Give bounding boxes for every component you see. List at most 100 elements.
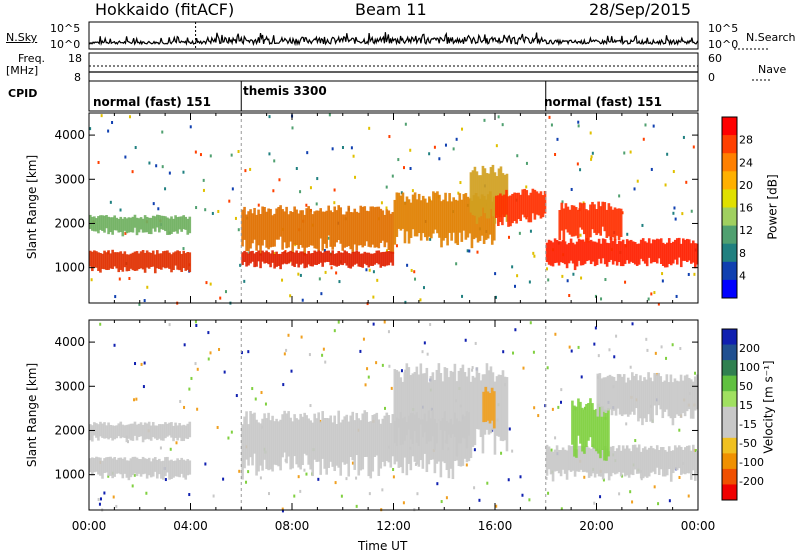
velocity-speckle [404,369,407,373]
power-band-cell [311,253,314,267]
power-speckle [590,157,593,161]
power-speckle [650,167,653,171]
velocity-band-cell [583,409,586,454]
power-band-cell [293,206,296,245]
power-speckle [107,129,110,133]
velocity-speckle [519,475,522,479]
power-band-cell [484,199,488,240]
velocity-band-cell [591,444,595,474]
velocity-speckle [196,367,199,371]
velocity-speckle [665,356,668,360]
velocity-band-cell [595,448,599,474]
power-speckle [228,199,231,203]
velocity-speckle [387,330,390,334]
velocity-speckle [532,350,535,354]
velocity-band-cell [593,447,597,478]
velocity-band-cell [269,420,272,470]
velocity-band-cell [345,414,349,464]
velocity-speckle [112,495,115,499]
power-band-cell [585,237,589,262]
velocity-band-cell [463,372,467,439]
power-colorbar-swatch [722,243,737,263]
velocity-speckle [550,448,553,452]
velocity-speckle [188,387,191,391]
power-speckle [202,188,205,192]
velocity-band-cell [467,367,471,436]
power-band-cell [611,209,615,238]
velocity-band-cell [575,406,578,458]
power-band-cell [93,250,96,268]
power-speckle [354,175,357,179]
velocity-band-cell [445,368,449,444]
velocity-band-cell [687,377,691,410]
power-band-cell [679,243,683,268]
velocity-speckle [264,402,267,406]
power-band-cell [121,253,125,272]
power-speckle [157,207,160,211]
power-band-cell [119,251,123,270]
velocity-colorbar-tick-label: 100 [739,361,760,374]
velocity-band-cell [417,374,421,447]
power-band-cell [160,215,163,230]
power-band-cell [605,242,609,267]
power-band-cell [564,203,568,230]
power-band-cell [595,209,598,236]
power-band-cell [95,251,98,268]
velocity-speckle [653,485,656,489]
power-band-cell [275,251,278,267]
power-band-cell [501,173,505,215]
power-speckle [590,155,593,159]
power-speckle [566,279,569,283]
velocity-band-cell [655,374,658,416]
power-band-cell [295,250,298,264]
power-band-cell [367,252,371,268]
power-speckle [554,152,557,156]
y-tick-label: 2000 [54,216,85,230]
velocity-band-cell [653,449,657,475]
power-band-cell [333,206,337,247]
velocity-band-cell [423,413,427,454]
velocity-speckle [440,500,443,504]
velocity-band-cell [616,373,620,409]
velocity-band-cell [609,446,613,477]
velocity-band-cell [439,373,443,431]
velocity-colorbar-swatch [722,344,737,361]
power-band-cell [607,203,611,237]
power-speckle [672,211,675,215]
power-band-cell [570,205,574,237]
velocity-band-cell [645,379,648,423]
velocity-band-cell [639,375,642,419]
velocity-speckle [368,492,371,496]
velocity-band-cell [419,419,423,461]
power-band-cell [149,217,153,235]
power-band-cell [621,239,625,267]
velocity-band-cell [657,372,661,406]
power-band-cell [279,205,282,237]
power-speckle [114,295,117,299]
power-band-cell [589,239,593,265]
power-band-cell [637,243,641,265]
velocity-speckle [445,496,448,500]
velocity-band-cell [182,459,186,478]
velocity-speckle [299,489,302,493]
velocity-band-cell [661,381,665,419]
power-band-cell [559,241,563,263]
power-band-cell [325,210,328,249]
power-band-cell [452,197,455,233]
power-band-cell [247,253,250,266]
velocity-band-cell [647,372,650,415]
velocity-band-cell [337,410,341,468]
power-band-cell [180,253,183,272]
velocity-band-cell [113,425,116,440]
power-band-cell [685,238,689,263]
velocity-band-cell [351,411,355,461]
velocity-speckle [245,480,248,484]
velocity-speckle [511,449,514,453]
power-band-cell [515,192,518,224]
power-speckle [404,122,407,126]
velocity-band-cell [565,450,569,480]
power-band-cell [659,238,663,264]
power-speckle [682,135,685,139]
power-speckle [461,294,464,298]
velocity-speckle [390,386,393,390]
